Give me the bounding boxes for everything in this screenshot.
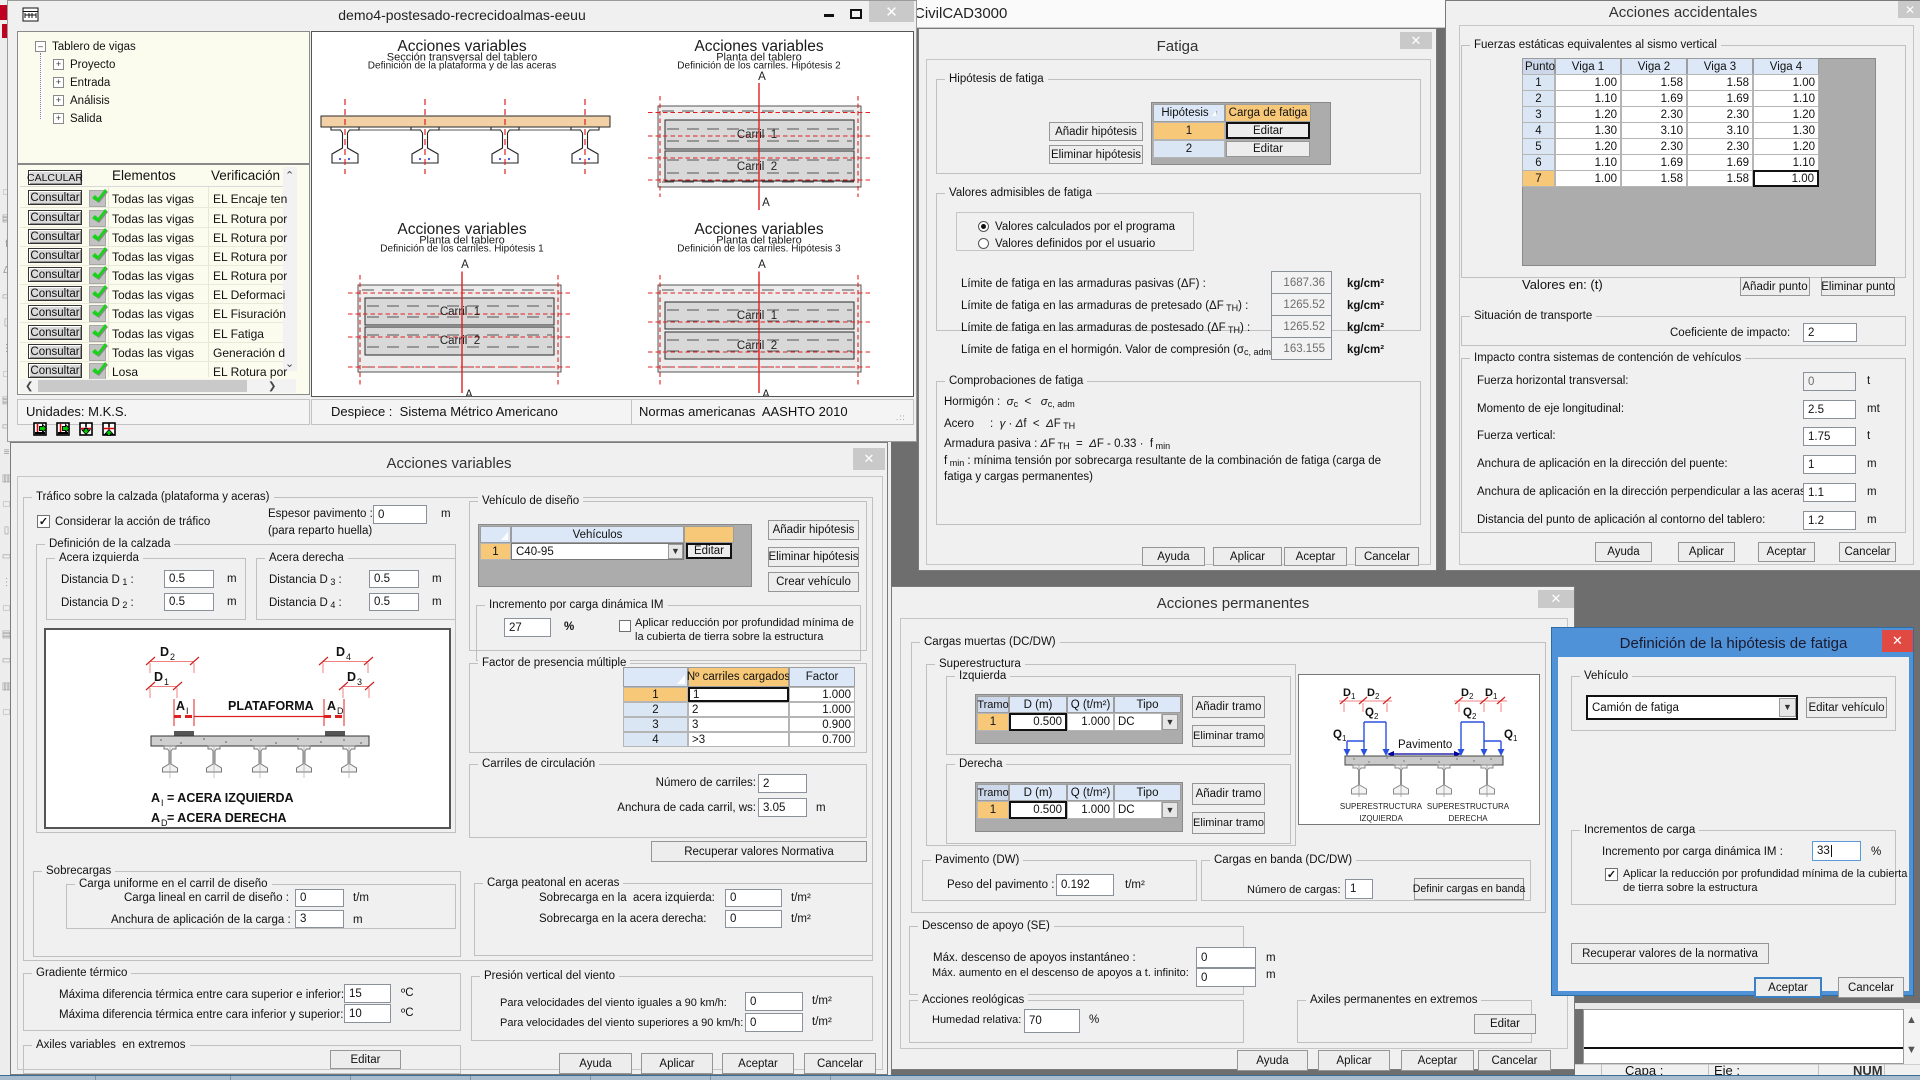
svg-text:Carril 1: Carril 1 <box>737 310 777 322</box>
svg-text:D: D <box>1461 687 1469 699</box>
svg-text:A: A <box>151 791 160 805</box>
svg-text:Planta del tablero: Planta del tablero <box>419 234 505 246</box>
svg-text:Carril 1: Carril 1 <box>737 129 777 141</box>
svg-text:Q: Q <box>1463 707 1472 719</box>
svg-text:Definición de la plataforma y: Definición de la plataforma y de las ace… <box>368 61 556 72</box>
svg-text:Carril 1: Carril 1 <box>440 306 480 318</box>
svg-text:Carril 2: Carril 2 <box>737 340 777 352</box>
svg-text:2: 2 <box>1472 712 1477 721</box>
svg-text:Acciones variables: Acciones variables <box>694 221 823 238</box>
svg-text:= ACERA DERECHA: = ACERA DERECHA <box>167 811 287 825</box>
svg-text:PLATAFORMA: PLATAFORMA <box>228 699 314 713</box>
svg-text:D: D <box>1485 687 1493 699</box>
svg-text:Acciones variables: Acciones variables <box>694 38 823 55</box>
svg-text:Carril 2: Carril 2 <box>440 335 480 347</box>
svg-text:SUPERESTRUCTURA: SUPERESTRUCTURA <box>1340 802 1423 811</box>
svg-text:Planta del tablero: Planta del tablero <box>716 51 802 63</box>
svg-text:A: A <box>151 811 160 825</box>
svg-text:Sección transversal del tabler: Sección transversal del tablero <box>387 51 537 63</box>
svg-text:Q: Q <box>1333 729 1342 741</box>
svg-text:1: 1 <box>1513 734 1518 743</box>
svg-text:I: I <box>186 706 189 716</box>
svg-text:D: D <box>1367 687 1375 699</box>
svg-text:Planta del tablero: Planta del tablero <box>716 234 802 246</box>
svg-text:A: A <box>465 389 473 396</box>
svg-text:2: 2 <box>1374 712 1379 721</box>
svg-text:Pavimento: Pavimento <box>1398 739 1452 751</box>
svg-text:IZQUIERDA: IZQUIERDA <box>1359 814 1403 823</box>
svg-text:D: D <box>336 645 345 659</box>
svg-text:3: 3 <box>357 677 362 687</box>
svg-text:Definición de los carriles. Hi: Definición de los carriles. Hipótesis 2 <box>677 61 841 72</box>
svg-text:A: A <box>762 389 770 396</box>
svg-text:1: 1 <box>1342 734 1347 743</box>
svg-text:Definición de los carriles. Hi: Definición de los carriles. Hipótesis 1 <box>380 244 544 255</box>
svg-text:Acciones variables: Acciones variables <box>397 38 526 55</box>
svg-text:A: A <box>327 699 336 713</box>
svg-text:A: A <box>762 197 770 209</box>
svg-text:D: D <box>337 706 344 716</box>
svg-text:I: I <box>161 798 164 808</box>
svg-text:Carril 2: Carril 2 <box>737 161 777 173</box>
svg-text:= ACERA IZQUIERDA: = ACERA IZQUIERDA <box>167 791 294 805</box>
svg-text:SUPERESTRUCTURA: SUPERESTRUCTURA <box>1427 802 1510 811</box>
svg-text:4: 4 <box>346 652 351 662</box>
svg-text:Q: Q <box>1365 707 1374 719</box>
svg-text:D: D <box>161 818 168 827</box>
svg-text:D: D <box>160 645 169 659</box>
svg-text:A: A <box>758 259 766 271</box>
svg-text:A: A <box>176 699 185 713</box>
svg-text:2: 2 <box>1375 692 1380 701</box>
svg-text:D: D <box>154 670 163 684</box>
svg-text:A: A <box>758 71 766 83</box>
svg-text:Q: Q <box>1504 729 1513 741</box>
svg-text:1: 1 <box>1493 692 1498 701</box>
svg-text:2: 2 <box>1469 692 1474 701</box>
svg-text:D: D <box>1343 687 1351 699</box>
svg-text:D: D <box>347 670 356 684</box>
svg-text:DERECHA: DERECHA <box>1448 814 1488 823</box>
svg-text:1: 1 <box>1351 692 1356 701</box>
svg-text:Acciones variables: Acciones variables <box>397 221 526 238</box>
svg-text:Definición de los carriles. Hi: Definición de los carriles. Hipótesis 3 <box>677 244 841 255</box>
svg-text:1: 1 <box>164 677 169 687</box>
svg-text:2: 2 <box>170 652 175 662</box>
svg-text:A: A <box>461 259 469 271</box>
